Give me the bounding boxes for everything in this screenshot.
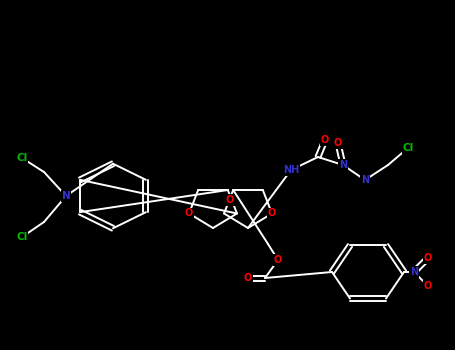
Text: O: O bbox=[321, 135, 329, 145]
Text: O: O bbox=[268, 209, 276, 218]
Text: O: O bbox=[424, 253, 432, 263]
Text: O: O bbox=[274, 255, 282, 265]
Text: N: N bbox=[339, 160, 347, 170]
Text: O: O bbox=[244, 273, 252, 283]
Text: NH: NH bbox=[283, 165, 299, 175]
Text: Cl: Cl bbox=[16, 232, 28, 242]
Text: O: O bbox=[334, 138, 342, 148]
Text: N: N bbox=[410, 267, 418, 277]
Text: O: O bbox=[424, 281, 432, 291]
Text: N: N bbox=[61, 191, 71, 201]
Text: O: O bbox=[226, 195, 234, 205]
Text: Cl: Cl bbox=[16, 153, 28, 163]
Text: Cl: Cl bbox=[402, 143, 414, 153]
Text: O: O bbox=[185, 209, 193, 218]
Text: N: N bbox=[361, 175, 369, 185]
